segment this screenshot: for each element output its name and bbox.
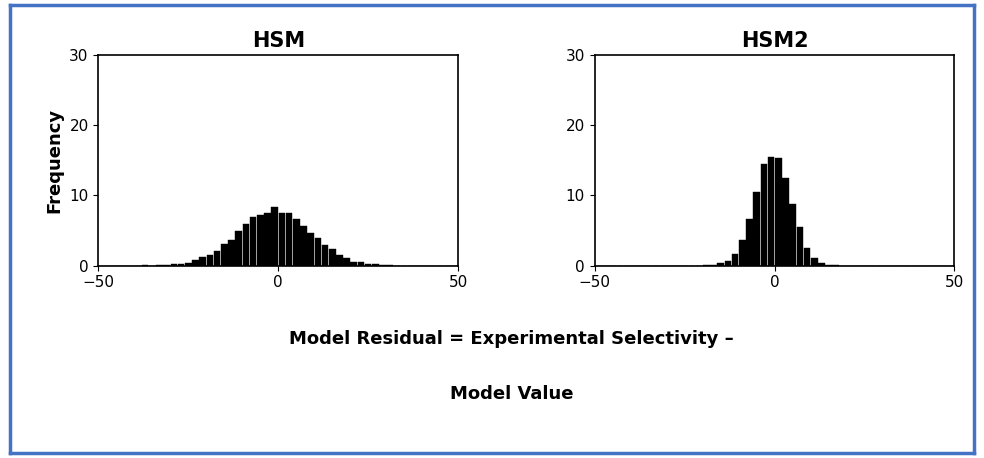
Bar <box>185 263 192 266</box>
Title: HSM: HSM <box>252 31 305 51</box>
Bar <box>739 240 746 266</box>
Bar <box>329 249 336 266</box>
Bar <box>307 233 314 266</box>
Bar <box>746 219 753 266</box>
Bar <box>343 258 350 266</box>
Bar <box>214 251 220 266</box>
Bar <box>804 248 810 266</box>
Bar <box>250 218 257 266</box>
Bar <box>337 255 342 266</box>
Bar <box>228 240 235 266</box>
Bar <box>768 157 774 266</box>
Bar <box>293 219 299 266</box>
Text: Model Residual = Experimental Selectivity –: Model Residual = Experimental Selectivit… <box>289 330 734 348</box>
Bar <box>357 262 364 266</box>
Bar <box>782 178 789 266</box>
Bar <box>710 265 716 266</box>
Bar <box>811 257 818 266</box>
Bar <box>732 254 738 266</box>
Bar <box>818 263 825 266</box>
Text: Model Value: Model Value <box>450 385 574 403</box>
Bar <box>170 264 177 266</box>
Bar <box>257 215 264 266</box>
Bar <box>300 226 307 266</box>
Y-axis label: Frequency: Frequency <box>45 108 64 213</box>
Bar <box>775 158 781 266</box>
Bar <box>264 213 271 266</box>
Bar <box>221 244 227 266</box>
Bar <box>207 255 214 266</box>
Title: HSM2: HSM2 <box>741 31 809 51</box>
Bar <box>285 213 292 266</box>
Bar <box>163 265 170 266</box>
Bar <box>192 260 199 266</box>
Bar <box>322 245 329 266</box>
Bar <box>272 207 277 266</box>
Bar <box>243 224 249 266</box>
Bar <box>796 227 803 266</box>
Bar <box>724 261 731 266</box>
Bar <box>315 238 321 266</box>
Bar <box>178 264 184 266</box>
Bar <box>372 264 379 266</box>
Bar <box>761 164 768 266</box>
Bar <box>365 263 372 266</box>
Bar <box>200 257 206 266</box>
Bar <box>754 191 760 266</box>
Bar <box>826 265 831 266</box>
Bar <box>235 231 242 266</box>
Bar <box>387 265 393 266</box>
Bar <box>717 263 724 266</box>
Bar <box>789 204 796 266</box>
Bar <box>350 262 357 266</box>
Bar <box>278 213 285 266</box>
Bar <box>379 265 386 266</box>
